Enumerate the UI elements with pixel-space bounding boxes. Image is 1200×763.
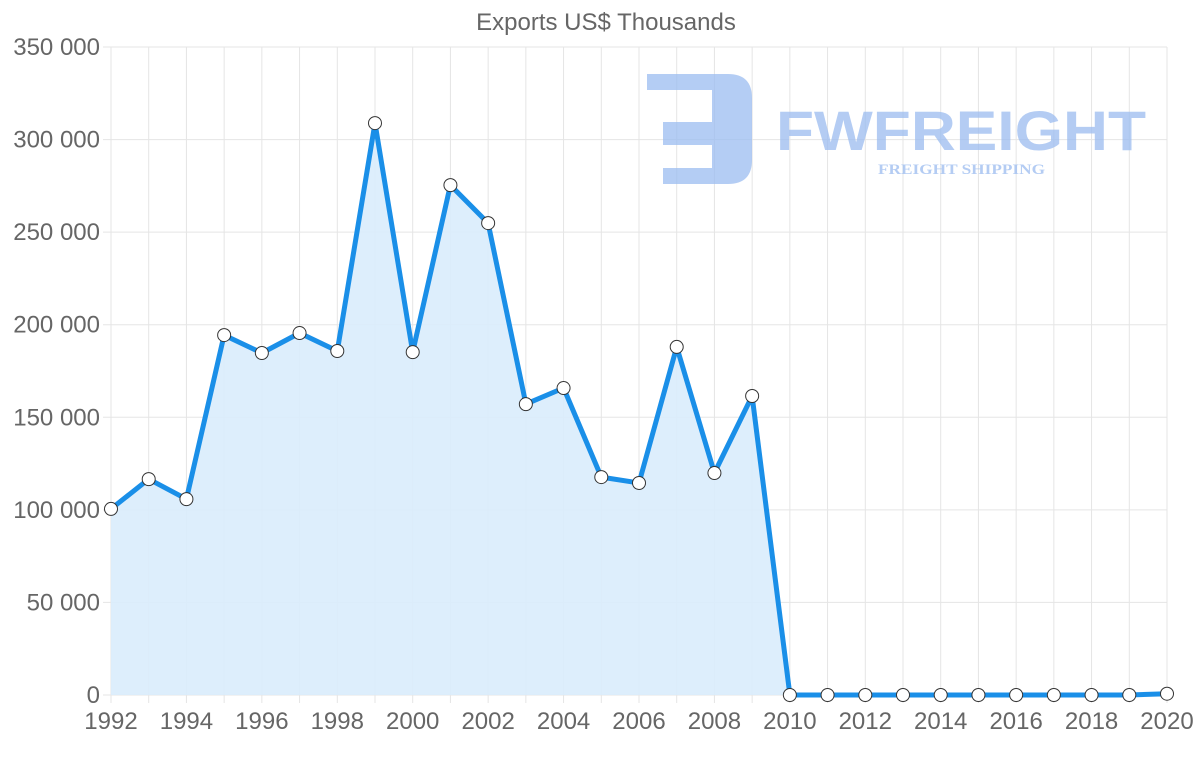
y-tick-label: 100 000 xyxy=(13,497,100,524)
data-point[interactable] xyxy=(179,492,194,507)
y-tick-label: 350 000 xyxy=(13,34,100,61)
x-tick-label: 1992 xyxy=(84,708,137,735)
x-tick-label: 2016 xyxy=(989,708,1042,735)
x-tick-label: 2014 xyxy=(914,708,967,735)
data-point[interactable] xyxy=(745,388,760,403)
data-point[interactable] xyxy=(971,688,986,702)
x-tick-label: 2008 xyxy=(688,708,741,735)
data-point[interactable] xyxy=(217,328,232,343)
x-tick-label: 2018 xyxy=(1065,708,1118,735)
x-tick-label: 1994 xyxy=(160,708,213,735)
data-point[interactable] xyxy=(707,466,722,481)
fw-logo-icon xyxy=(647,74,752,184)
data-point[interactable] xyxy=(104,501,118,516)
data-point[interactable] xyxy=(292,326,307,341)
data-point[interactable] xyxy=(1122,688,1137,702)
data-point[interactable] xyxy=(518,397,533,412)
x-tick-label: 2004 xyxy=(537,708,590,735)
y-tick-label: 150 000 xyxy=(13,404,100,431)
chart-title: Exports US$ Thousands xyxy=(476,9,736,36)
y-tick-label: 250 000 xyxy=(13,219,100,246)
y-tick-label: 50 000 xyxy=(27,589,100,616)
data-point[interactable] xyxy=(141,472,156,487)
area-fill xyxy=(111,123,1167,696)
data-point[interactable] xyxy=(405,345,420,360)
x-tick-label: 2012 xyxy=(839,708,892,735)
y-tick-label: 300 000 xyxy=(13,127,100,154)
watermark-tagline: FREIGHT SHIPPING xyxy=(878,162,1045,178)
fwfreight-watermark: FWFREIGHT FREIGHT SHIPPING xyxy=(647,74,1146,184)
data-point[interactable] xyxy=(443,178,458,193)
data-point[interactable] xyxy=(1084,688,1099,702)
data-point[interactable] xyxy=(1160,686,1174,701)
data-point[interactable] xyxy=(896,688,910,702)
data-point[interactable] xyxy=(782,688,797,702)
x-tick-label: 2010 xyxy=(763,708,816,735)
data-point[interactable] xyxy=(1009,688,1024,702)
y-tick-label: 0 xyxy=(87,682,100,709)
data-point[interactable] xyxy=(368,116,382,131)
x-tick-label: 1998 xyxy=(311,708,364,735)
y-tick-label: 200 000 xyxy=(13,312,100,339)
data-point[interactable] xyxy=(254,346,269,361)
data-point[interactable] xyxy=(594,470,609,485)
y-axis-labels: 0 50 000 100 000 150 000 200 000 250 000 300 0… xyxy=(13,34,100,709)
data-point[interactable] xyxy=(669,339,684,354)
x-axis-labels: 1992 1994 1996 1998 2000 2002 2004 2006 2008 2010… xyxy=(84,708,1193,735)
data-point[interactable] xyxy=(858,688,873,702)
data-point[interactable] xyxy=(820,688,835,702)
data-point[interactable] xyxy=(933,688,948,702)
data-point[interactable] xyxy=(330,344,345,359)
x-tick-label: 2002 xyxy=(461,708,514,735)
data-point[interactable] xyxy=(556,381,571,396)
data-point[interactable] xyxy=(632,476,646,491)
data-point[interactable] xyxy=(1046,688,1061,702)
watermark-brand: FWFREIGHT xyxy=(776,99,1146,162)
data-points xyxy=(104,116,1174,702)
x-tick-label: 2006 xyxy=(612,708,665,735)
data-point[interactable] xyxy=(481,216,496,231)
x-tick-label: 2020 xyxy=(1140,708,1193,735)
x-tick-label: 2000 xyxy=(386,708,439,735)
x-tick-label: 1996 xyxy=(235,708,288,735)
